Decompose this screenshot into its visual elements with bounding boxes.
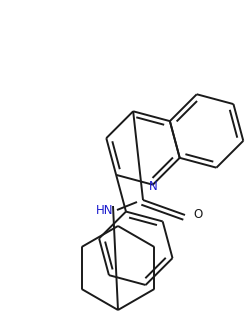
Text: O: O [193,208,203,220]
Text: N: N [148,180,157,193]
Text: HN: HN [96,203,114,216]
